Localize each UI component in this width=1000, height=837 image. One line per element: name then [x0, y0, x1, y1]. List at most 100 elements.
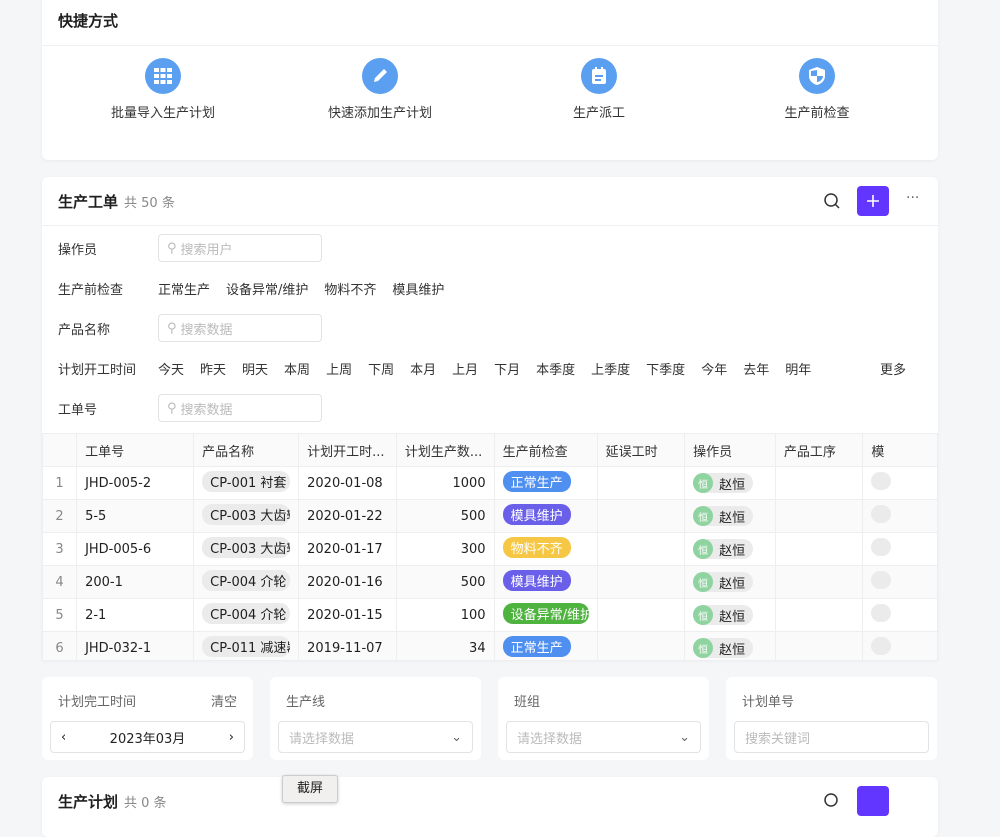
- start-date: 2020-01-16: [298, 565, 397, 599]
- check-cell: 模具维护: [493, 565, 598, 599]
- chevron-right-icon[interactable]: ›: [228, 729, 234, 745]
- product-pill: CP-011 减速器: [202, 635, 291, 657]
- operator-name: 赵恒: [719, 543, 746, 559]
- team-select[interactable]: 请选择数据 ⌄: [506, 721, 701, 753]
- search-icon[interactable]: [823, 792, 841, 814]
- date-option[interactable]: 昨天: [200, 362, 227, 378]
- operator-name: 赵恒: [719, 609, 746, 625]
- check-option[interactable]: 正常生产: [158, 282, 211, 298]
- clear-button[interactable]: 清空: [210, 695, 237, 710]
- date-option[interactable]: 去年: [743, 362, 770, 378]
- date-option[interactable]: 本季度: [536, 362, 576, 378]
- clipped-pill: [871, 538, 892, 556]
- delay-hours: [596, 565, 686, 599]
- product-cell: CP-004 介轮: [193, 565, 300, 599]
- operator-cell: 恒赵恒: [684, 466, 776, 500]
- search-icon[interactable]: [823, 192, 841, 214]
- more-dates-button[interactable]: 更多: [879, 362, 906, 378]
- shortcut-label: 生产派工: [572, 106, 625, 121]
- quantity: 1000: [395, 466, 495, 500]
- product-cell: CP-003 大齿轮: [193, 532, 300, 566]
- process-cell: [774, 565, 864, 599]
- add-button[interactable]: [857, 186, 889, 216]
- order-no: JHD-005-2: [76, 466, 195, 500]
- plan-no-input[interactable]: 搜索关键词: [734, 721, 929, 753]
- date-option[interactable]: 今年: [701, 362, 728, 378]
- operator-cell: 恒赵恒: [684, 499, 776, 533]
- shortcut-dispatch[interactable]: 生产派工: [499, 58, 699, 121]
- table-row[interactable]: 6 JHD-032-1 CP-011 减速器 2019-11-07 34 正常生…: [42, 631, 938, 660]
- column-header[interactable]: 产品名称: [193, 433, 300, 467]
- grid-icon: [145, 58, 181, 94]
- chevron-left-icon[interactable]: ‹: [61, 729, 67, 745]
- date-option[interactable]: 下季度: [646, 362, 686, 378]
- operator-search-input[interactable]: ⚲ 搜索用户: [158, 234, 322, 262]
- filter-label: 计划单号: [742, 695, 795, 710]
- add-button[interactable]: [857, 786, 889, 816]
- shortcut-quick-add[interactable]: 快速添加生产计划: [280, 58, 480, 121]
- date-option[interactable]: 上周: [326, 362, 353, 378]
- quantity: 34: [395, 631, 495, 660]
- placeholder: 请选择数据: [289, 731, 355, 747]
- date-option[interactable]: 本月: [410, 362, 437, 378]
- date-option[interactable]: 上季度: [591, 362, 631, 378]
- shortcut-label: 生产前检查: [784, 106, 850, 121]
- chevron-down-icon: ⌄: [451, 729, 462, 745]
- date-option[interactable]: 上月: [452, 362, 479, 378]
- delay-hours: [596, 466, 686, 500]
- date-option[interactable]: 明年: [785, 362, 812, 378]
- table-row[interactable]: 5 2-1 CP-004 介轮 2020-01-15 100 设备异常/维护 恒…: [42, 598, 938, 632]
- column-header[interactable]: 计划开工时...: [298, 433, 397, 467]
- date-option[interactable]: 下周: [368, 362, 395, 378]
- column-header[interactable]: 延误工时: [596, 433, 686, 467]
- operator-chip: 恒赵恒: [693, 572, 754, 592]
- date-option[interactable]: 下月: [494, 362, 521, 378]
- column-header[interactable]: 操作员: [684, 433, 776, 467]
- product-search-input[interactable]: ⚲ 搜索数据: [158, 314, 322, 342]
- column-header[interactable]: 工单号: [76, 433, 195, 467]
- operator-chip: 恒赵恒: [693, 539, 754, 559]
- date-option[interactable]: 今天: [158, 362, 185, 378]
- row-index: 6: [42, 631, 78, 660]
- column-header[interactable]: 生产前检查: [493, 433, 598, 467]
- shortcuts-card: 快捷方式 批量导入生产计划 快速添加生产计划 生产派工 生产前检查: [42, 0, 938, 160]
- quantity: 500: [395, 565, 495, 599]
- column-header-index: [42, 433, 78, 467]
- month-picker[interactable]: ‹ 2023年03月 ›: [50, 721, 245, 753]
- placeholder: 搜索数据: [180, 322, 233, 338]
- check-option[interactable]: 模具维护: [392, 282, 445, 298]
- table-row[interactable]: 1 JHD-005-2 CP-001 衬套 2020-01-08 1000 正常…: [42, 466, 938, 500]
- check-option[interactable]: 设备异常/维护: [226, 282, 309, 298]
- column-header[interactable]: 产品工序: [774, 433, 864, 467]
- clipped-pill: [871, 571, 892, 589]
- placeholder: 搜索用户: [180, 242, 233, 258]
- clipped-pill: [871, 505, 892, 523]
- divider: [42, 45, 938, 46]
- column-header[interactable]: 模: [862, 433, 938, 467]
- check-option[interactable]: 物料不齐: [324, 282, 377, 298]
- avatar: 恒: [693, 506, 714, 526]
- clipboard-icon: [581, 58, 617, 94]
- operator-name: 赵恒: [719, 477, 746, 493]
- table-row[interactable]: 2 5-5 CP-003 大齿轮 2020-01-22 500 模具维护 恒赵恒: [42, 499, 938, 533]
- order-search-input[interactable]: ⚲ 搜索数据: [158, 394, 322, 422]
- month-value: 2023年03月: [109, 731, 186, 747]
- shortcut-label: 批量导入生产计划: [110, 106, 215, 121]
- table-row[interactable]: 4 200-1 CP-004 介轮 2020-01-16 500 模具维护 恒赵…: [42, 565, 938, 599]
- filter-product: 产品名称 ⚲ 搜索数据: [58, 308, 922, 348]
- clipped-cell: [862, 565, 938, 599]
- record-count: 共 50 条: [124, 196, 175, 211]
- avatar: 恒: [693, 638, 714, 658]
- date-option[interactable]: 本周: [284, 362, 311, 378]
- date-option[interactable]: 明天: [242, 362, 269, 378]
- more-icon[interactable]: ···: [906, 190, 920, 206]
- operator-chip: 恒赵恒: [693, 506, 754, 526]
- shortcut-batch-import[interactable]: 批量导入生产计划: [63, 58, 263, 121]
- filter-label: 计划完工时间: [58, 695, 137, 710]
- table-row[interactable]: 3 JHD-005-6 CP-003 大齿轮 2020-01-17 300 物料…: [42, 532, 938, 566]
- avatar: 恒: [693, 605, 714, 625]
- product-pill: CP-003 大齿轮: [202, 503, 291, 525]
- shortcut-precheck[interactable]: 生产前检查: [717, 58, 917, 121]
- column-header[interactable]: 计划生产数...: [395, 433, 495, 467]
- production-line-select[interactable]: 请选择数据 ⌄: [278, 721, 473, 753]
